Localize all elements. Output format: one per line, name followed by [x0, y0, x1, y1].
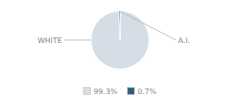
- legend: 99.3% 0.7%: [84, 87, 157, 96]
- leader-line: [64, 40, 91, 41]
- pie-slice: [91, 11, 149, 69]
- category-label: A.I.: [178, 36, 190, 45]
- legend-label: 0.7%: [137, 87, 156, 96]
- pie-slice: [119, 11, 120, 40]
- chart: WHITE A.I. 99.3% 0.7%: [0, 0, 240, 100]
- pie: [91, 11, 149, 69]
- leader-line: [119, 11, 176, 40]
- legend-swatch: [127, 88, 134, 95]
- legend-swatch: [84, 88, 91, 95]
- legend-label: 99.3%: [94, 87, 118, 96]
- category-label: WHITE: [37, 36, 62, 45]
